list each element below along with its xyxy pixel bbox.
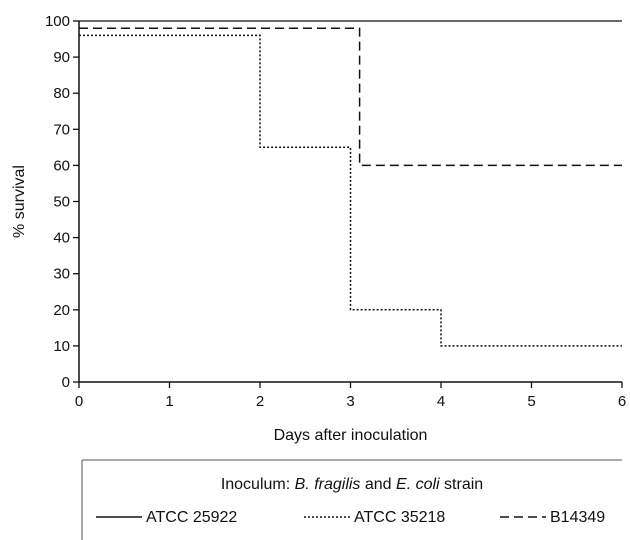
- x-tick-label: 0: [75, 393, 83, 410]
- x-axis-title: Days after inoculation: [274, 427, 428, 444]
- y-tick-label: 80: [53, 85, 70, 102]
- y-tick-label: 70: [53, 121, 70, 138]
- series-line-3: [79, 27, 622, 167]
- legend-title-part: Inoculum:: [221, 476, 295, 493]
- legend-title: Inoculum: B. fragilis and E. coli strain: [221, 476, 483, 493]
- x-tick-label: 4: [437, 393, 445, 410]
- y-axis-title: % survival: [11, 165, 28, 238]
- y-tick-label: 0: [62, 374, 70, 391]
- y-tick-label: 10: [53, 338, 70, 355]
- legend-label-2: ATCC 35218: [354, 509, 445, 526]
- y-tick-label: 30: [53, 266, 70, 283]
- legend-title-part: and: [360, 476, 396, 493]
- x-tick-label: 5: [527, 393, 535, 410]
- axes: 0 10 20 30 40 50 60 70 80 90 100 0 1 2 3 4 5 6 Days after …: [11, 13, 626, 444]
- x-tick-label: 3: [346, 393, 354, 410]
- legend-title-part: B. fragilis: [295, 476, 361, 493]
- y-tick-label: 100: [45, 13, 70, 30]
- y-tick-label: 90: [53, 49, 70, 66]
- y-tick-label: 40: [53, 230, 70, 247]
- x-tick-label: 6: [618, 393, 626, 410]
- x-tick-label: 2: [256, 393, 264, 410]
- series-layer: [79, 20, 622, 347]
- x-tick-label: 1: [165, 393, 173, 410]
- legend-label-3: B14349: [550, 509, 605, 526]
- series-line-2: [79, 34, 622, 347]
- legend-title-part: strain: [440, 476, 484, 493]
- legend-title-part: E. coli: [396, 476, 440, 493]
- legend-label-1: ATCC 25922: [146, 509, 237, 526]
- y-tick-label: 20: [53, 302, 70, 319]
- y-tick-label: 60: [53, 157, 70, 174]
- y-tick-label: 50: [53, 194, 70, 211]
- legend: Inoculum: B. fragilis and E. coli strain…: [81, 459, 622, 540]
